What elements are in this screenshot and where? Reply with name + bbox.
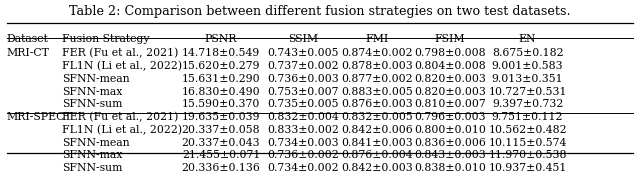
Text: 0.838±0.010: 0.838±0.010 bbox=[414, 163, 486, 173]
Text: 0.836±0.006: 0.836±0.006 bbox=[414, 138, 486, 148]
Text: 0.810±0.007: 0.810±0.007 bbox=[414, 99, 486, 109]
Text: 9.751±0.112: 9.751±0.112 bbox=[492, 112, 563, 122]
Text: 0.832±0.004: 0.832±0.004 bbox=[268, 112, 339, 122]
Text: 10.115±0.574: 10.115±0.574 bbox=[488, 138, 567, 148]
Text: 10.937±0.451: 10.937±0.451 bbox=[488, 163, 567, 173]
Text: SSIM: SSIM bbox=[288, 34, 318, 44]
Text: 16.830±0.490: 16.830±0.490 bbox=[182, 86, 260, 97]
Text: 15.590±0.370: 15.590±0.370 bbox=[182, 99, 260, 109]
Text: 0.798±0.008: 0.798±0.008 bbox=[414, 48, 486, 58]
Text: 8.675±0.182: 8.675±0.182 bbox=[492, 48, 563, 58]
Text: 0.737±0.002: 0.737±0.002 bbox=[268, 61, 339, 71]
Text: 10.562±0.482: 10.562±0.482 bbox=[488, 125, 567, 135]
Text: Fusion Strategy: Fusion Strategy bbox=[61, 34, 149, 44]
Text: 14.718±0.549: 14.718±0.549 bbox=[182, 48, 260, 58]
Text: 15.631±0.290: 15.631±0.290 bbox=[182, 74, 260, 84]
Text: 9.013±0.351: 9.013±0.351 bbox=[492, 74, 563, 84]
Text: 0.843±0.003: 0.843±0.003 bbox=[414, 151, 486, 161]
Text: 0.876±0.003: 0.876±0.003 bbox=[341, 99, 413, 109]
Text: 0.734±0.003: 0.734±0.003 bbox=[268, 138, 339, 148]
Text: SFNN-sum: SFNN-sum bbox=[61, 163, 122, 173]
Text: 0.753±0.007: 0.753±0.007 bbox=[268, 86, 339, 97]
Text: 0.874±0.002: 0.874±0.002 bbox=[341, 48, 413, 58]
Text: 11.970±0.538: 11.970±0.538 bbox=[488, 151, 567, 161]
Text: PSNR: PSNR bbox=[205, 34, 237, 44]
Text: SFNN-max: SFNN-max bbox=[61, 151, 122, 161]
Text: FER (Fu et al., 2021): FER (Fu et al., 2021) bbox=[61, 112, 178, 122]
Text: 0.842±0.006: 0.842±0.006 bbox=[341, 125, 413, 135]
Text: 20.336±0.136: 20.336±0.136 bbox=[182, 163, 260, 173]
Text: MRI-SPECT: MRI-SPECT bbox=[6, 112, 72, 122]
Text: FL1N (Li et al., 2022): FL1N (Li et al., 2022) bbox=[61, 125, 182, 135]
Text: 0.820±0.003: 0.820±0.003 bbox=[414, 74, 486, 84]
Text: FMI: FMI bbox=[365, 34, 388, 44]
Text: 0.804±0.008: 0.804±0.008 bbox=[414, 61, 486, 71]
Text: 0.734±0.002: 0.734±0.002 bbox=[268, 163, 339, 173]
Text: EN: EN bbox=[519, 34, 536, 44]
Text: 20.337±0.043: 20.337±0.043 bbox=[182, 138, 260, 148]
Text: FL1N (Li et al., 2022): FL1N (Li et al., 2022) bbox=[61, 61, 182, 71]
Text: SFNN-mean: SFNN-mean bbox=[61, 74, 129, 84]
Text: FSIM: FSIM bbox=[435, 34, 465, 44]
Text: 20.337±0.058: 20.337±0.058 bbox=[182, 125, 260, 135]
Text: 0.735±0.005: 0.735±0.005 bbox=[268, 99, 339, 109]
Text: 0.743±0.005: 0.743±0.005 bbox=[268, 48, 339, 58]
Text: 0.842±0.003: 0.842±0.003 bbox=[341, 163, 413, 173]
Text: 10.727±0.531: 10.727±0.531 bbox=[488, 86, 567, 97]
Text: 0.878±0.003: 0.878±0.003 bbox=[341, 61, 413, 71]
Text: SFNN-sum: SFNN-sum bbox=[61, 99, 122, 109]
Text: Table 2: Comparison between different fusion strategies on two test datasets.: Table 2: Comparison between different fu… bbox=[69, 5, 571, 18]
Text: 15.620±0.279: 15.620±0.279 bbox=[182, 61, 260, 71]
Text: 0.883±0.005: 0.883±0.005 bbox=[341, 86, 413, 97]
Text: 9.397±0.732: 9.397±0.732 bbox=[492, 99, 563, 109]
Text: Dataset: Dataset bbox=[6, 34, 49, 44]
Text: 0.736±0.003: 0.736±0.003 bbox=[268, 74, 339, 84]
Text: 0.833±0.002: 0.833±0.002 bbox=[268, 125, 339, 135]
Text: FER (Fu et al., 2021): FER (Fu et al., 2021) bbox=[61, 48, 178, 59]
Text: 0.820±0.003: 0.820±0.003 bbox=[414, 86, 486, 97]
Text: 0.736±0.002: 0.736±0.002 bbox=[268, 151, 339, 161]
Text: 0.876±0.004: 0.876±0.004 bbox=[341, 151, 413, 161]
Text: 0.877±0.002: 0.877±0.002 bbox=[341, 74, 413, 84]
Text: SFNN-max: SFNN-max bbox=[61, 86, 122, 97]
Text: SFNN-mean: SFNN-mean bbox=[61, 138, 129, 148]
Text: 9.001±0.583: 9.001±0.583 bbox=[492, 61, 563, 71]
Text: 19.635±0.039: 19.635±0.039 bbox=[182, 112, 260, 122]
Text: MRI-CT: MRI-CT bbox=[6, 48, 49, 58]
Text: 0.841±0.003: 0.841±0.003 bbox=[341, 138, 413, 148]
Text: 0.796±0.003: 0.796±0.003 bbox=[414, 112, 486, 122]
Text: 21.455±0.071: 21.455±0.071 bbox=[182, 151, 260, 161]
Text: 0.832±0.005: 0.832±0.005 bbox=[341, 112, 413, 122]
Text: 0.800±0.010: 0.800±0.010 bbox=[414, 125, 486, 135]
